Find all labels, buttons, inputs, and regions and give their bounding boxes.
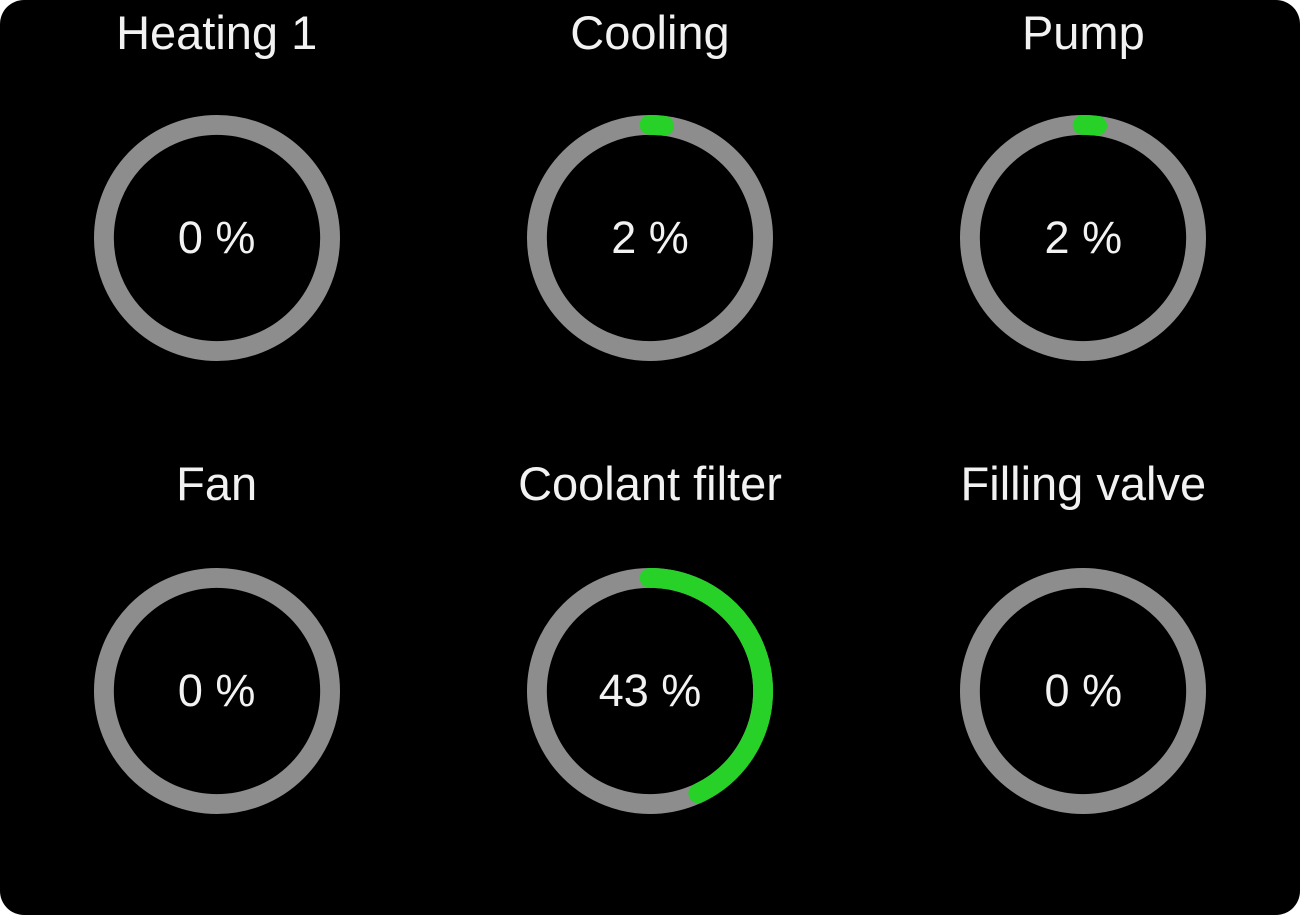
gauge-coolant-filter: 43 % (526, 567, 774, 815)
gauge-progress-arc (960, 114, 1207, 362)
gauge-ring (960, 114, 1207, 362)
gauge-label: Pump (1021, 6, 1145, 59)
gauge-track-ring (93, 114, 340, 362)
gauge-label: Heating 1 (116, 6, 318, 59)
gauge-value: 0 % (177, 212, 256, 263)
gauge-card-pump: Pump 2 % (867, 0, 1300, 455)
gauge-card-fan: Fan 0 % (0, 455, 433, 915)
gauge-ring (526, 567, 773, 815)
gauge-label: Fan (176, 457, 258, 510)
gauge-value: 2 % (1044, 212, 1123, 263)
gauge-ring (960, 567, 1207, 815)
gauge-cooling: 2 % (526, 114, 774, 362)
gauge-filling-valve: 0 % (959, 567, 1207, 815)
gauge-card-coolant-filter: Coolant filter 43 % (433, 455, 866, 915)
gauge-value: 0 % (177, 665, 256, 716)
gauge-pump: 2 % (959, 114, 1207, 362)
gauge-track-ring (960, 567, 1207, 815)
gauge-progress-arc (526, 114, 773, 362)
gauge-progress-arc (526, 567, 773, 815)
gauge-label: Filling valve (960, 457, 1207, 510)
gauge-value: 43 % (598, 665, 702, 716)
gauge-value: 2 % (611, 212, 689, 263)
gauge-fan: 0 % (93, 567, 341, 815)
gauge-track-ring (93, 567, 340, 815)
gauge-card-heating-1: Heating 1 0 % (0, 0, 433, 455)
gauge-label: Coolant filter (518, 457, 782, 510)
gauge-value: 0 % (1044, 665, 1123, 716)
gauge-ring (93, 114, 340, 362)
gauge-ring (93, 567, 340, 815)
gauge-heating-1: 0 % (93, 114, 341, 362)
gauge-ring (526, 114, 773, 362)
gauge-card-filling-valve: Filling valve 0 % (867, 455, 1300, 915)
gauge-label: Cooling (570, 6, 730, 59)
gauge-card-cooling: Cooling 2 % (433, 0, 866, 455)
